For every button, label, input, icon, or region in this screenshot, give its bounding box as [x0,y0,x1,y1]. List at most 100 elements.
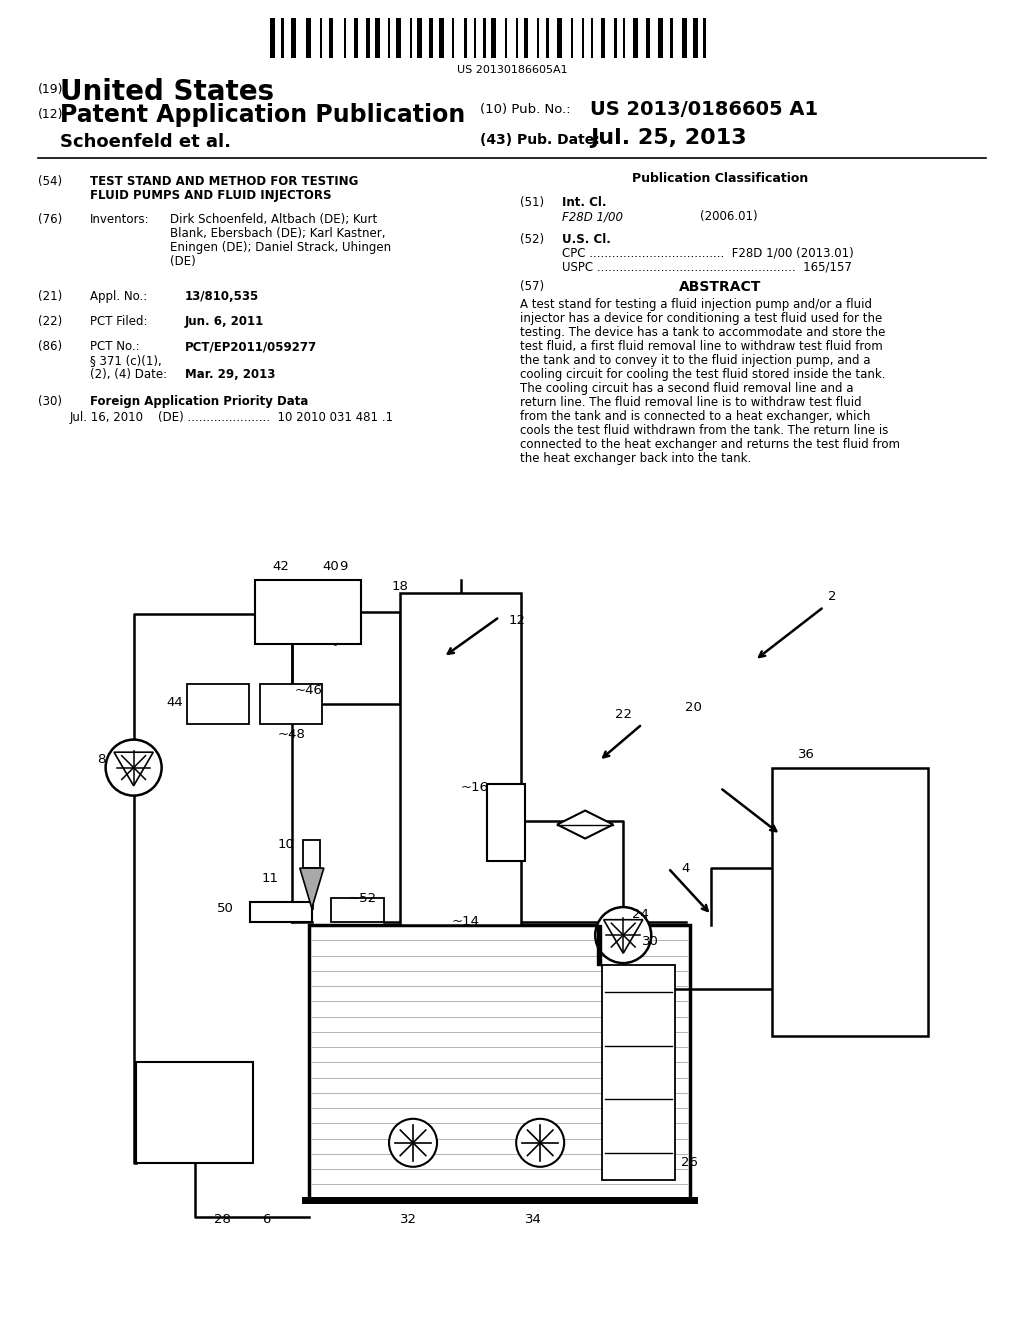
Bar [633,18,638,58]
Text: USPC .....................................................  165/157: USPC ...................................… [562,261,852,275]
Bar [291,18,296,58]
Text: 24: 24 [632,908,649,921]
Text: 4: 4 [681,862,689,875]
Text: connected to the heat exchanger and returns the test fluid from: connected to the heat exchanger and retu… [520,438,900,451]
Bar [319,18,322,58]
Bar [354,18,358,58]
Text: 9: 9 [340,560,348,573]
Text: (54): (54) [38,176,62,187]
Text: Blank, Ebersbach (DE); Karl Kastner,: Blank, Ebersbach (DE); Karl Kastner, [170,227,385,240]
Text: 36: 36 [798,747,815,760]
Text: US 2013/0186605 A1: US 2013/0186605 A1 [590,100,818,119]
Text: TEST STAND AND METHOD FOR TESTING: TEST STAND AND METHOD FOR TESTING [90,176,358,187]
Bar [410,18,412,58]
Text: 2: 2 [828,590,837,603]
Bar [591,18,593,58]
Text: ~46: ~46 [295,684,323,697]
Bar [331,898,384,921]
Bar [396,18,401,58]
Text: 12: 12 [508,614,525,627]
Text: Dirk Schoenfeld, Altbach (DE); Kurt: Dirk Schoenfeld, Altbach (DE); Kurt [170,213,377,226]
Bar [524,18,528,58]
Text: (22): (22) [38,315,62,327]
Bar [682,18,687,58]
Text: 22: 22 [614,708,632,721]
Text: 13/810,535: 13/810,535 [185,290,259,304]
Bar [329,18,333,58]
Bar [375,18,380,58]
Bar [546,18,549,58]
Text: A test stand for testing a fluid injection pump and/or a fluid: A test stand for testing a fluid injecti… [520,298,872,312]
Text: Appl. No.:: Appl. No.: [90,290,147,304]
Bar [487,784,525,862]
Bar [366,18,370,58]
Text: (2006.01): (2006.01) [700,210,758,223]
Bar [255,579,361,644]
Text: Publication Classification: Publication Classification [632,172,808,185]
Text: 11: 11 [262,871,279,884]
Text: (10) Pub. No.:: (10) Pub. No.: [480,103,570,116]
Bar [582,18,584,58]
Text: (21): (21) [38,290,62,304]
Bar [483,18,486,58]
Bar [187,684,249,725]
Text: 10: 10 [278,838,294,851]
Circle shape [389,1119,437,1167]
Bar [439,18,444,58]
Bar [597,925,601,965]
Text: 42: 42 [272,560,289,573]
Text: (19): (19) [38,83,63,96]
Text: PCT No.:: PCT No.: [90,341,139,352]
Text: (2), (4) Date:: (2), (4) Date: [90,368,167,381]
Text: Jul. 25, 2013: Jul. 25, 2013 [590,128,746,148]
Circle shape [105,739,162,796]
Text: (86): (86) [38,341,62,352]
Text: 8: 8 [97,752,105,766]
Text: Jul. 16, 2010    (DE) ......................  10 2010 031 481 .1: Jul. 16, 2010 (DE) .....................… [70,411,394,424]
Bar [309,925,690,1200]
Text: Int. Cl.: Int. Cl. [562,195,606,209]
Text: (30): (30) [38,395,62,408]
Polygon shape [300,869,324,908]
Bar [490,18,496,58]
Text: PCT/EP2011/059277: PCT/EP2011/059277 [185,341,317,352]
Bar [602,965,675,1180]
Text: ~16: ~16 [461,781,488,795]
Text: cooling circuit for cooling the test fluid stored inside the tank.: cooling circuit for cooling the test flu… [520,368,886,381]
Text: the heat exchanger back into the tank.: the heat exchanger back into the tank. [520,451,752,465]
Text: 44: 44 [167,696,183,709]
Text: U.S. Cl.: U.S. Cl. [562,234,611,246]
Bar [344,18,346,58]
Text: (76): (76) [38,213,62,226]
Bar [136,1063,253,1163]
Bar [474,18,476,58]
Bar [646,18,650,58]
Text: 28: 28 [214,1213,231,1226]
Text: 40: 40 [323,560,339,573]
Text: § 371 (c)(1),: § 371 (c)(1), [90,354,162,367]
Bar [303,840,321,869]
Bar [388,18,390,58]
Text: ~14: ~14 [452,915,480,928]
Bar [614,18,617,58]
Text: ~52: ~52 [348,892,376,904]
Bar [429,18,433,58]
Bar [693,18,698,58]
Text: ~48: ~48 [278,727,305,741]
Bar [400,594,521,925]
Bar [505,18,507,58]
Bar [516,18,518,58]
Bar [623,18,625,58]
Text: Foreign Application Priority Data: Foreign Application Priority Data [90,395,308,408]
Text: (51): (51) [520,195,544,209]
Bar [281,18,284,58]
Text: Schoenfeld et al.: Schoenfeld et al. [60,133,231,150]
Text: 26: 26 [681,1156,698,1170]
Text: 6: 6 [262,1213,270,1226]
Text: from the tank and is connected to a heat exchanger, which: from the tank and is connected to a heat… [520,411,870,422]
Text: cools the test fluid withdrawn from the tank. The return line is: cools the test fluid withdrawn from the … [520,424,889,437]
Bar [452,18,454,58]
Text: Inventors:: Inventors: [90,213,150,226]
Text: Jun. 6, 2011: Jun. 6, 2011 [185,315,264,327]
Text: CPC ....................................  F28D 1/00 (2013.01): CPC ....................................… [562,247,854,260]
